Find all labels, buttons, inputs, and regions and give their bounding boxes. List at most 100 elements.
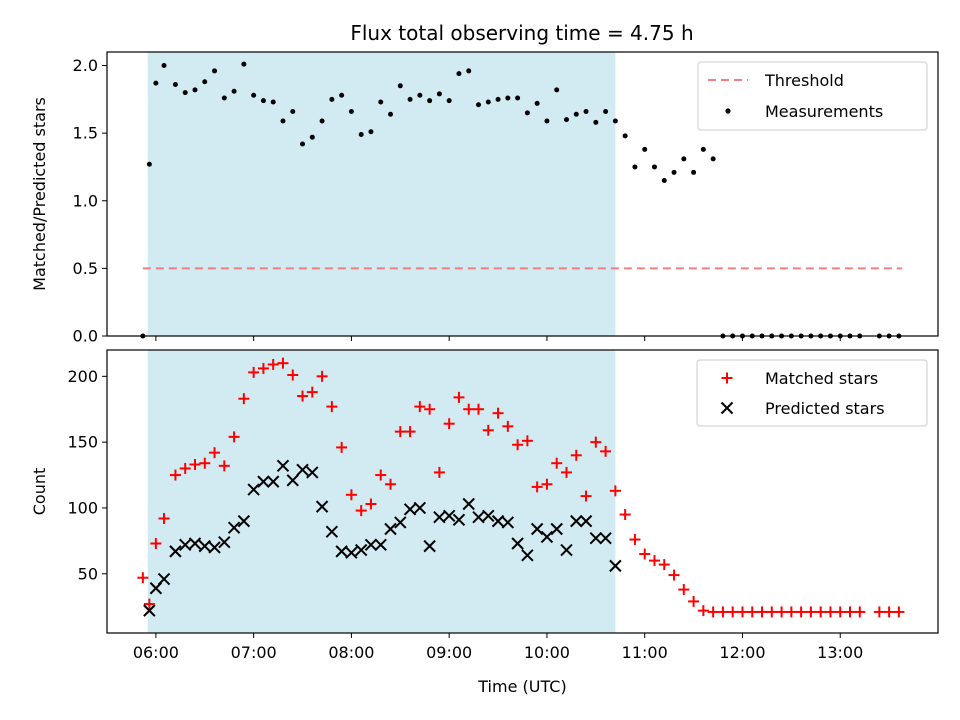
measurement-point — [172, 81, 178, 87]
predicted-star-point — [364, 538, 378, 552]
x-tick-label: 09:00 — [426, 643, 472, 662]
measurement-point — [505, 95, 511, 101]
measurement-point — [348, 109, 354, 115]
matched-star-point — [248, 366, 260, 378]
x-tick-label: 13:00 — [817, 643, 863, 662]
y-tick-label: 100 — [67, 498, 98, 517]
measurement-point — [661, 177, 667, 183]
measurement-point — [515, 95, 521, 101]
measurement-point — [651, 164, 657, 170]
matched-star-point — [414, 401, 426, 413]
matched-star-point — [424, 403, 436, 415]
predicted-star-point — [218, 535, 231, 549]
matched-star-point — [688, 595, 700, 607]
predicted-star-point — [540, 530, 554, 544]
measurement-point — [427, 98, 433, 104]
matched-star-point — [512, 439, 524, 451]
matched-star-point — [404, 426, 416, 438]
matched-star-point — [668, 569, 680, 581]
predicted-star-point — [374, 538, 387, 552]
predicted-star-point — [472, 510, 485, 524]
predicted-star-point — [394, 516, 407, 529]
measurement-point — [476, 102, 482, 108]
measurement-point — [407, 96, 413, 102]
predicted-star-point — [433, 510, 446, 524]
matched-star-point — [316, 370, 328, 382]
measurement-point — [524, 110, 530, 116]
measurement-point — [583, 109, 589, 115]
matched-star-point — [375, 469, 387, 481]
matched-star-point — [766, 606, 778, 618]
predicted-star-point — [570, 514, 583, 528]
matched-star-point — [336, 441, 348, 453]
predicted-star-point — [550, 522, 563, 536]
measurement-point — [554, 87, 560, 93]
predicted-star-point — [208, 541, 221, 554]
y-axis-ticks: 50 100 150 200 — [67, 367, 107, 583]
x-tick-label: 11:00 — [622, 643, 668, 662]
matched-star-point — [453, 391, 465, 403]
measurement-point — [192, 87, 198, 93]
measurement-point — [544, 118, 550, 124]
predicted-star-point — [521, 549, 534, 562]
matched-star-point — [169, 469, 181, 481]
predicted-star-point — [530, 522, 544, 536]
matched-star-point — [531, 481, 543, 493]
measurement-point — [456, 71, 462, 77]
matched-star-point — [521, 435, 533, 447]
matched-star-point — [805, 606, 817, 618]
measurement-point — [339, 92, 345, 98]
matched-star-point — [137, 572, 149, 584]
predicted-star-point — [143, 604, 156, 617]
predicted-star-point — [266, 475, 280, 488]
predicted-star-point — [579, 514, 593, 528]
measurement-point — [300, 141, 306, 147]
predicted-swatch-mark — [720, 401, 734, 415]
predicted-star-point — [237, 514, 251, 528]
observing-window-shade — [147, 52, 616, 336]
measurement-point — [446, 98, 452, 104]
matched-star-point — [648, 555, 660, 567]
matched-star-point — [883, 606, 895, 618]
counts-panel: 50 100 150 200 06:00 07:00 08:00 09:00 10:00 11:… — [30, 349, 939, 696]
matched-star-point — [492, 407, 504, 419]
x-tick-label: 07:00 — [231, 643, 277, 662]
matched-star-point — [678, 584, 690, 596]
predicted-star-point — [335, 545, 348, 558]
measurement-point — [417, 92, 423, 98]
legend: Threshold Measurements — [697, 61, 928, 131]
predicted-star-point — [511, 537, 524, 550]
matched-star-point — [707, 606, 719, 618]
predicted-star-point — [179, 538, 192, 552]
matched-star-point — [143, 598, 155, 610]
predicted-star-point — [354, 543, 368, 557]
matched-star-point — [443, 418, 455, 430]
measurement-point — [612, 118, 618, 124]
matched-star-point — [756, 606, 768, 618]
predicted-star-point — [413, 501, 427, 515]
measurement-point — [495, 96, 501, 102]
measurement-point — [221, 95, 227, 101]
matched-star-point — [619, 509, 631, 521]
y-tick-label: 0.0 — [73, 327, 98, 346]
measurement-point — [241, 61, 247, 67]
matched-star-point — [345, 489, 357, 501]
y-axis-label: Matched/Predicted stars — [30, 97, 49, 291]
matched-star-point — [433, 466, 445, 478]
predicted-star-point — [442, 509, 456, 523]
matched-star-point — [385, 478, 397, 490]
measurement-point — [563, 117, 569, 123]
matched-star-point — [824, 606, 836, 618]
x-axis-label: Time (UTC) — [477, 677, 566, 696]
matched-stars-points — [137, 357, 905, 618]
predicted-star-point — [188, 537, 202, 550]
measurement-point — [153, 80, 159, 86]
axes-frame — [106, 349, 939, 634]
measurement-point — [388, 111, 394, 117]
legend-label-threshold: Threshold — [764, 71, 844, 90]
measurement-point — [378, 99, 384, 105]
predicted-star-point — [560, 543, 573, 557]
matched-star-point — [267, 358, 279, 370]
matched-star-point — [541, 478, 553, 490]
measurement-point — [622, 133, 628, 139]
